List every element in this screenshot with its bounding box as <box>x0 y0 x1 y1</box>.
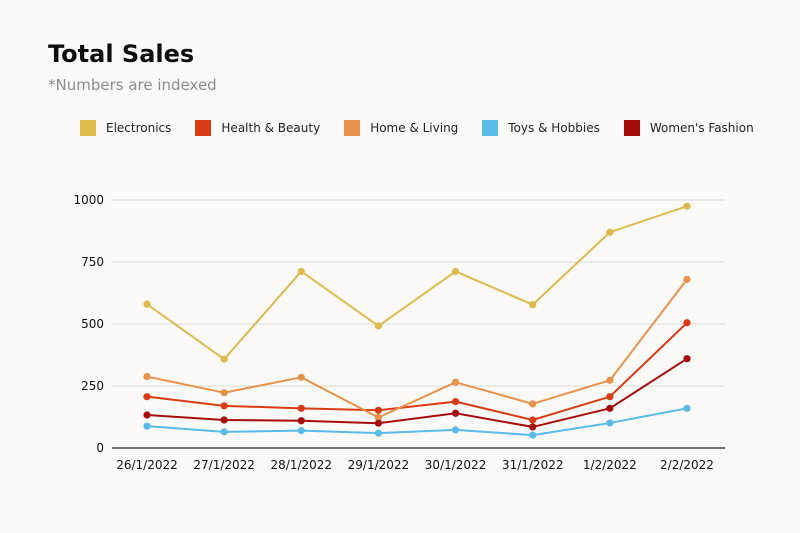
x-tick-label: 2/2/2022 <box>660 458 714 472</box>
series-line <box>146 205 688 361</box>
data-point <box>374 322 383 330</box>
data-point <box>220 355 228 363</box>
y-tick-label: 1000 <box>73 193 104 207</box>
data-point <box>374 413 383 422</box>
legend-swatch <box>482 120 499 136</box>
legend: Electronics Health & Beauty Home & Living T… <box>80 120 778 136</box>
data-point <box>374 419 383 427</box>
data-point <box>529 431 537 439</box>
data-point <box>529 423 537 431</box>
legend-item: Electronics <box>80 120 171 136</box>
legend-label: Women's Fashion <box>649 121 754 135</box>
data-point <box>143 300 151 308</box>
data-point <box>297 373 305 381</box>
data-point <box>606 404 614 412</box>
series-line <box>146 278 688 419</box>
data-point <box>451 267 460 276</box>
y-tick-label: 500 <box>81 317 104 331</box>
data-point <box>143 393 151 401</box>
x-tick-label: 28/1/2022 <box>271 458 333 472</box>
x-tick-label: 29/1/2022 <box>348 458 410 472</box>
data-point <box>451 426 460 434</box>
y-tick-label: 750 <box>81 255 104 269</box>
x-axis-ticks: 26/1/2022 27/1/2022 28/1/2022 29/1/2022 30/1… <box>116 458 714 472</box>
data-point <box>451 378 460 386</box>
data-point <box>606 419 614 427</box>
legend-item: Toys & Hobbies <box>482 120 600 136</box>
data-point <box>220 428 228 436</box>
x-tick-label: 31/1/2022 <box>502 458 564 472</box>
series-line <box>146 407 688 437</box>
data-point <box>297 417 305 425</box>
chart-title: Total Sales <box>48 40 195 68</box>
y-tick-label: 250 <box>81 379 104 393</box>
data-point <box>220 402 228 410</box>
data-point <box>529 301 537 309</box>
series-line <box>146 357 688 428</box>
data-point <box>220 416 228 424</box>
data-point <box>143 411 151 419</box>
data-point <box>220 389 228 397</box>
data-point <box>683 202 691 210</box>
legend-swatch <box>623 120 640 136</box>
legend-label: Home & Living <box>370 121 459 135</box>
data-point <box>606 376 614 384</box>
legend-swatch <box>80 120 96 136</box>
data-point <box>606 393 614 401</box>
legend-item: Home & Living <box>344 120 458 136</box>
data-point <box>451 409 460 417</box>
series-points <box>143 202 691 439</box>
data-point <box>683 355 691 363</box>
legend-label: Toys & Hobbies <box>508 121 600 135</box>
x-tick-label: 30/1/2022 <box>425 458 487 472</box>
data-point <box>297 427 305 435</box>
data-point <box>529 400 537 408</box>
legend-label: Health & Beauty <box>221 121 321 135</box>
legend-swatch <box>344 120 361 136</box>
data-point <box>683 319 691 327</box>
data-point <box>683 275 691 283</box>
gridlines <box>112 199 725 449</box>
data-point <box>529 416 537 424</box>
y-axis-ticks: 0 250 500 750 1000 <box>73 193 104 455</box>
data-point <box>374 406 383 414</box>
data-point <box>683 404 691 412</box>
chart-subtitle: *Numbers are indexed <box>48 76 217 94</box>
data-point <box>143 372 151 381</box>
x-tick-label: 1/2/2022 <box>583 458 637 472</box>
data-point <box>297 267 305 276</box>
series-line <box>146 322 688 421</box>
series-lines <box>146 205 688 437</box>
data-point <box>606 228 614 236</box>
data-point <box>374 429 383 437</box>
data-point <box>451 398 460 406</box>
legend-item: Health & Beauty <box>195 120 320 136</box>
data-point <box>143 422 151 430</box>
x-tick-label: 27/1/2022 <box>193 458 255 472</box>
legend-swatch <box>195 120 212 136</box>
legend-item: Women's Fashion <box>623 120 754 136</box>
y-tick-label: 0 <box>96 441 104 455</box>
x-tick-label: 26/1/2022 <box>116 458 178 472</box>
data-point <box>297 404 305 412</box>
legend-label: Electronics <box>106 121 172 135</box>
